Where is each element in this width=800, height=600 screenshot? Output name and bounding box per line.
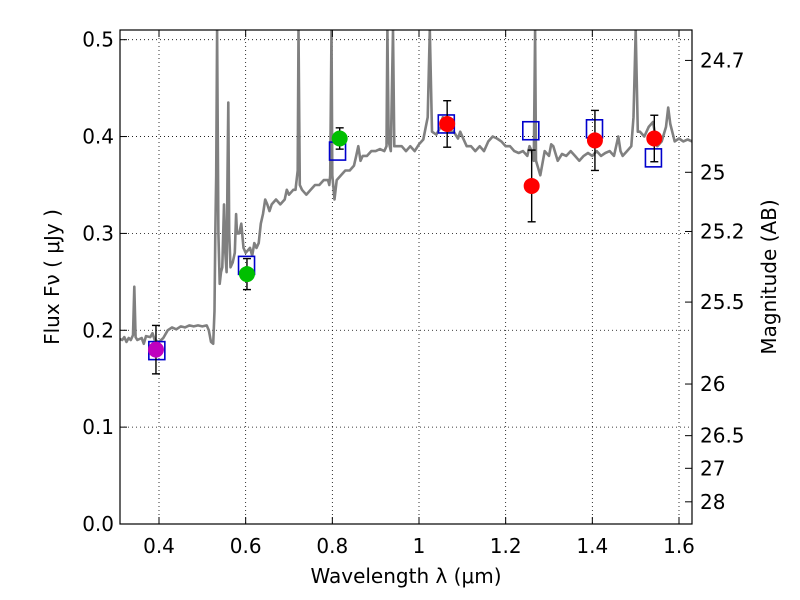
x-tick-label: 1.2 (490, 534, 522, 558)
spectrum-layer (120, 30, 692, 346)
right-tick-label: 25.5 (700, 290, 745, 314)
observed-flux-point (523, 177, 540, 194)
right-axis-label: Magnitude (AB) (757, 199, 781, 354)
right-tick-label: 24.7 (700, 48, 745, 72)
observed-flux-point (439, 115, 456, 132)
right-tick-label: 27 (700, 456, 725, 480)
y-axis-label: Flux Fν ( μJy ) (40, 209, 64, 345)
x-tick-label: 1 (413, 534, 426, 558)
observed-flux-point (147, 341, 164, 358)
grid (120, 30, 692, 525)
model-photometry-square (521, 120, 540, 141)
y-tick-label: 0.3 (82, 221, 114, 245)
y-tick-label: 0.1 (82, 415, 114, 439)
right-tick-label: 25 (700, 160, 725, 184)
model-photometry-square (644, 148, 663, 168)
ticks: 0.4 0.6 0.8 1 1.2 1.4 1.6 0.0 0.1 0.2 0.3 0.4 0.5 24.… (82, 28, 744, 558)
right-tick-label: 25.2 (700, 219, 745, 243)
right-tick-label: 28 (700, 490, 725, 514)
y-tick-label: 0.2 (82, 318, 114, 342)
observed-flux-point (646, 130, 663, 147)
y-tick-label: 0.5 (82, 28, 114, 52)
x-axis-label: Wavelength λ (μm) (310, 564, 501, 588)
observed-flux-point (586, 132, 603, 149)
plot-frame (119, 29, 693, 525)
x-tick-label: 1.6 (663, 534, 695, 558)
observed-flux-point (331, 130, 348, 147)
right-tick-label: 26.5 (700, 424, 745, 448)
x-tick-label: 1.4 (576, 534, 608, 558)
x-tick-label: 0.8 (316, 534, 348, 558)
spectrum-line (120, 30, 692, 346)
y-tick-label: 0.0 (82, 512, 114, 536)
y-tick-label: 0.4 (82, 125, 114, 149)
observed-flux-layer (147, 100, 663, 375)
x-tick-label: 0.6 (230, 534, 262, 558)
observed-flux-point (238, 266, 255, 283)
right-tick-label: 26 (700, 372, 725, 396)
x-tick-label: 0.4 (143, 534, 175, 558)
